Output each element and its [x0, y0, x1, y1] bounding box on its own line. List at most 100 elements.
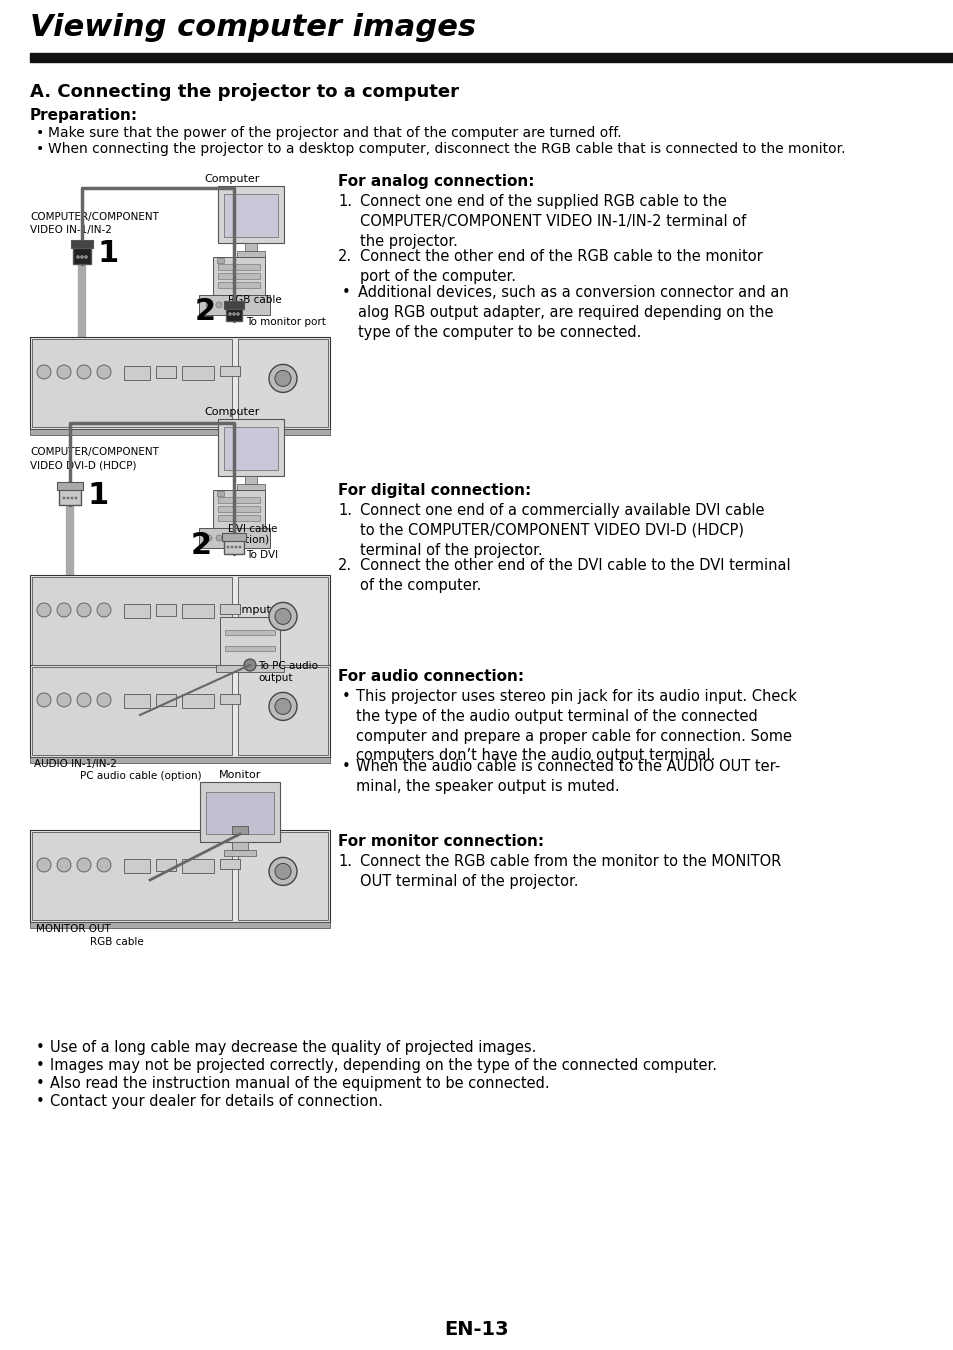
- Text: Contact your dealer for details of connection.: Contact your dealer for details of conne…: [50, 1094, 382, 1108]
- Text: 1: 1: [88, 481, 110, 509]
- Text: DVI cable: DVI cable: [228, 524, 277, 535]
- Bar: [220, 860, 240, 869]
- Bar: [226, 535, 242, 544]
- Circle shape: [37, 364, 51, 379]
- Bar: [182, 694, 213, 709]
- Text: For audio connection:: For audio connection:: [337, 670, 523, 684]
- Text: 1.: 1.: [337, 194, 352, 209]
- Text: Connect one end of the supplied RGB cable to the
COMPUTER/COMPONENT VIDEO IN-1/I: Connect one end of the supplied RGB cabl…: [359, 194, 745, 248]
- Circle shape: [37, 693, 51, 707]
- Bar: [216, 258, 224, 263]
- Circle shape: [37, 859, 51, 872]
- Circle shape: [76, 255, 79, 258]
- Circle shape: [57, 603, 71, 617]
- Text: 2.: 2.: [337, 558, 352, 572]
- Bar: [236, 251, 265, 256]
- Text: Connect the RGB cable from the monitor to the MONITOR
OUT terminal of the projec: Connect the RGB cable from the monitor t…: [359, 855, 781, 888]
- Bar: [220, 605, 240, 614]
- Bar: [245, 243, 256, 251]
- Bar: [156, 860, 175, 872]
- Bar: [226, 302, 242, 321]
- Bar: [215, 666, 284, 672]
- Bar: [32, 576, 232, 666]
- Bar: [30, 575, 330, 667]
- Text: 1: 1: [98, 239, 119, 267]
- Bar: [156, 366, 175, 378]
- Circle shape: [234, 545, 237, 548]
- Circle shape: [215, 302, 222, 308]
- Bar: [124, 605, 150, 618]
- Bar: [218, 273, 260, 279]
- Text: •: •: [341, 688, 351, 703]
- Text: Connect the other end of the DVI cable to the DVI terminal
of the computer.: Connect the other end of the DVI cable t…: [359, 558, 790, 593]
- Text: To monitor port: To monitor port: [246, 317, 326, 327]
- Text: Computer: Computer: [204, 406, 259, 417]
- Circle shape: [274, 698, 291, 714]
- Text: Computer: Computer: [204, 174, 259, 184]
- Bar: [59, 485, 81, 505]
- Text: Use of a long cable may decrease the quality of projected images.: Use of a long cable may decrease the qua…: [50, 1040, 536, 1054]
- Circle shape: [37, 603, 51, 617]
- Circle shape: [244, 659, 255, 671]
- Bar: [218, 506, 260, 512]
- Circle shape: [269, 602, 296, 630]
- Text: •: •: [36, 1058, 45, 1073]
- Text: •: •: [36, 1040, 45, 1054]
- Bar: [220, 694, 240, 705]
- Bar: [220, 366, 240, 377]
- Circle shape: [206, 535, 212, 541]
- Circle shape: [233, 312, 235, 316]
- Text: •: •: [36, 142, 44, 157]
- Circle shape: [274, 370, 291, 386]
- Text: RGB cable: RGB cable: [90, 937, 144, 946]
- Bar: [237, 832, 328, 919]
- Text: 1.: 1.: [337, 855, 352, 869]
- Text: •: •: [36, 1094, 45, 1108]
- Bar: [218, 186, 284, 243]
- Bar: [199, 528, 270, 548]
- Bar: [222, 533, 246, 541]
- Bar: [237, 667, 328, 755]
- Bar: [156, 694, 175, 706]
- Bar: [224, 536, 244, 554]
- Bar: [225, 647, 274, 651]
- Circle shape: [67, 497, 70, 500]
- Bar: [237, 576, 328, 666]
- Bar: [224, 301, 244, 309]
- Text: Connect one end of a commercially available DVI cable
to the COMPUTER/COMPONENT : Connect one end of a commercially availa…: [359, 504, 763, 558]
- Bar: [30, 922, 330, 927]
- Text: Monitor: Monitor: [218, 769, 261, 780]
- Circle shape: [63, 497, 65, 500]
- Text: COMPUTER/COMPONENT: COMPUTER/COMPONENT: [30, 212, 159, 221]
- Text: Viewing computer images: Viewing computer images: [30, 14, 476, 42]
- Bar: [220, 617, 280, 666]
- Bar: [57, 482, 83, 490]
- Circle shape: [85, 255, 88, 258]
- Bar: [232, 842, 248, 850]
- Text: Connect the other end of the RGB cable to the monitor
port of the computer.: Connect the other end of the RGB cable t…: [359, 248, 762, 284]
- Bar: [30, 53, 953, 62]
- Bar: [218, 497, 260, 504]
- Circle shape: [57, 364, 71, 379]
- Circle shape: [97, 693, 111, 707]
- Bar: [71, 240, 92, 248]
- Circle shape: [77, 859, 91, 872]
- Bar: [182, 366, 213, 381]
- Bar: [30, 429, 330, 435]
- Bar: [245, 477, 256, 485]
- Bar: [182, 860, 213, 873]
- Circle shape: [269, 693, 296, 721]
- Text: Also read the instruction manual of the equipment to be connected.: Also read the instruction manual of the …: [50, 1076, 549, 1091]
- Bar: [206, 792, 274, 834]
- Circle shape: [231, 545, 233, 548]
- Circle shape: [206, 302, 212, 308]
- Text: EN-13: EN-13: [444, 1320, 509, 1339]
- Circle shape: [274, 609, 291, 625]
- Circle shape: [97, 603, 111, 617]
- Bar: [218, 418, 284, 477]
- Circle shape: [236, 312, 239, 316]
- Text: For analog connection:: For analog connection:: [337, 174, 534, 189]
- Circle shape: [238, 545, 241, 548]
- Bar: [224, 850, 255, 856]
- Text: Preparation:: Preparation:: [30, 108, 138, 123]
